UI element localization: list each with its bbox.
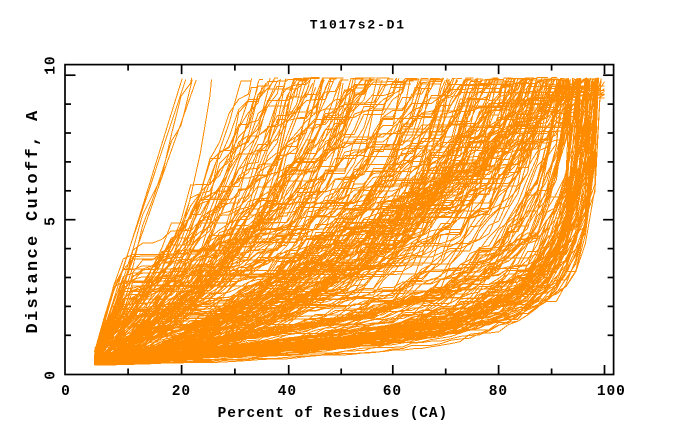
- svg-text:100: 100: [597, 384, 626, 400]
- svg-text:T1017s2-D1: T1017s2-D1: [310, 18, 406, 33]
- svg-text:0: 0: [44, 370, 60, 380]
- svg-text:40: 40: [278, 384, 297, 400]
- svg-text:60: 60: [383, 384, 402, 400]
- svg-text:Distance Cutoff, A: Distance Cutoff, A: [24, 108, 43, 333]
- svg-text:80: 80: [489, 384, 508, 400]
- svg-text:0: 0: [61, 384, 71, 400]
- svg-text:5: 5: [44, 216, 60, 226]
- svg-text:Percent of Residues (CA): Percent of Residues (CA): [218, 406, 448, 422]
- svg-text:10: 10: [44, 55, 60, 74]
- svg-text:20: 20: [172, 384, 191, 400]
